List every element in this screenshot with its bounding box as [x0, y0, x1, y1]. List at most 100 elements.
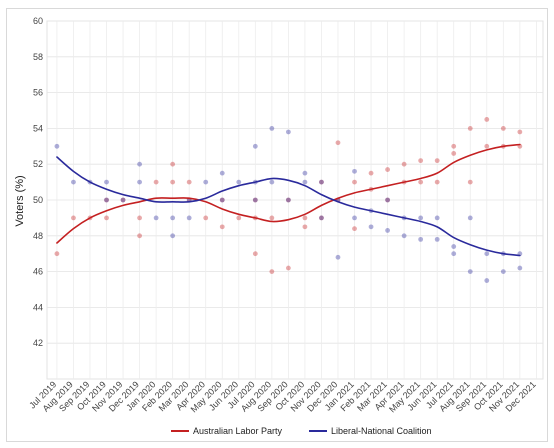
poll-point-liberal-national-coalition [170, 233, 176, 239]
poll-point-liberal-national-coalition [319, 215, 324, 221]
poll-point-australian-labor-party [368, 170, 374, 176]
poll-point-australian-labor-party [434, 158, 440, 164]
trend-line-liberal-national-coalition [56, 156, 521, 257]
poll-point-liberal-national-coalition [500, 269, 506, 274]
poll-point-liberal-national-coalition [418, 236, 424, 242]
poll-point-australian-labor-party [269, 215, 275, 221]
poll-point-liberal-national-coalition [434, 236, 440, 242]
y-tick-labels: 42 44 46 48 50 52 54 56 58 60 [33, 16, 43, 348]
chart-frame: 42 44 46 48 50 52 54 56 58 60 Jul 2019 Aug 2019 Sep… [6, 8, 548, 442]
poll-point-australian-labor-party [269, 269, 275, 274]
poll-point-liberal-national-coalition [302, 179, 308, 185]
poll-point-liberal-national-coalition [401, 233, 407, 239]
grid [46, 20, 544, 380]
poll-point-liberal-national-coalition [451, 244, 457, 249]
poll-point-australian-labor-party [484, 117, 490, 122]
y-tick-label: 48 [33, 231, 43, 241]
legend: Australian Labor Party Liberal-National … [171, 426, 432, 436]
poll-point-liberal-national-coalition [269, 179, 275, 185]
legend-label-labor: Australian Labor Party [193, 426, 283, 436]
y-tick-label: 52 [33, 159, 43, 169]
poll-point-australian-labor-party [352, 226, 357, 232]
poll-point-liberal-national-coalition [170, 215, 176, 221]
poll-point-liberal-national-coalition [219, 170, 225, 176]
trend-lines [56, 143, 521, 257]
poll-point-australian-labor-party [302, 224, 308, 230]
poll-point-liberal-national-coalition [203, 179, 209, 185]
y-axis-title: Voters (%) [14, 175, 26, 226]
poll-point-australian-labor-party [186, 179, 192, 185]
poll-point-australian-labor-party [451, 143, 457, 149]
poll-point-australian-labor-party [467, 179, 473, 185]
poll-point-australian-labor-party [500, 126, 506, 131]
poll-point-liberal-national-coalition [236, 179, 242, 185]
poll-point-liberal-national-coalition [467, 215, 473, 221]
poll-point-liberal-national-coalition [385, 197, 390, 203]
y-tick-label: 46 [33, 267, 43, 277]
y-tick-label: 44 [33, 302, 43, 312]
y-tick-label: 54 [33, 123, 43, 133]
poll-point-liberal-national-coalition [451, 251, 457, 257]
poll-point-liberal-national-coalition [484, 251, 490, 257]
poll-point-australian-labor-party [120, 197, 126, 203]
poll-point-liberal-national-coalition [302, 170, 308, 176]
poll-point-liberal-national-coalition [219, 197, 225, 203]
poll-point-liberal-national-coalition [252, 197, 258, 203]
poll-point-liberal-national-coalition [352, 168, 357, 174]
poll-point-australian-labor-party [385, 167, 390, 172]
poll-point-liberal-national-coalition [319, 179, 324, 185]
poll-point-australian-labor-party [170, 179, 176, 185]
poll-point-liberal-national-coalition [418, 215, 424, 221]
poll-point-australian-labor-party [302, 215, 308, 221]
poll-point-australian-labor-party [104, 197, 109, 203]
poll-point-liberal-national-coalition [137, 179, 142, 185]
poll-point-liberal-national-coalition [285, 197, 291, 203]
y-tick-label: 56 [33, 88, 43, 98]
poll-point-liberal-national-coalition [153, 215, 159, 221]
y-tick-label: 60 [33, 16, 43, 26]
poll-point-australian-labor-party [153, 179, 159, 185]
poll-point-australian-labor-party [252, 251, 258, 257]
poll-point-australian-labor-party [104, 215, 109, 221]
poll-point-liberal-national-coalition [517, 265, 523, 271]
legend-label-coalition: Liberal-National Coalition [331, 426, 432, 436]
y-tick-label: 58 [33, 52, 43, 62]
poll-point-liberal-national-coalition [352, 215, 357, 221]
poll-point-australian-labor-party [285, 265, 291, 271]
poll-point-liberal-national-coalition [335, 254, 341, 260]
poll-point-liberal-national-coalition [54, 143, 60, 149]
poll-point-liberal-national-coalition [104, 179, 109, 185]
poll-point-australian-labor-party [71, 215, 76, 221]
poll-point-liberal-national-coalition [71, 179, 76, 185]
poll-point-australian-labor-party [54, 251, 60, 257]
poll-point-australian-labor-party [484, 143, 490, 149]
poll-point-liberal-national-coalition [434, 215, 440, 221]
poll-point-australian-labor-party [203, 215, 209, 221]
poll-point-australian-labor-party [170, 161, 176, 167]
poll-point-australian-labor-party [401, 161, 407, 167]
poll-point-liberal-national-coalition [385, 228, 390, 233]
poll-point-liberal-national-coalition [368, 224, 374, 230]
poll-point-liberal-national-coalition [120, 197, 126, 203]
poll-point-australian-labor-party [319, 179, 324, 185]
poll-point-australian-labor-party [319, 215, 324, 221]
poll-point-liberal-national-coalition [269, 126, 275, 131]
poll-point-liberal-national-coalition [186, 215, 192, 221]
poll-point-liberal-national-coalition [104, 197, 109, 203]
trend-line-australian-labor-party [56, 143, 521, 244]
poll-point-australian-labor-party [385, 197, 390, 203]
y-tick-label: 50 [33, 195, 43, 205]
poll-point-australian-labor-party [467, 126, 473, 131]
y-tick-label: 42 [33, 338, 43, 348]
poll-point-australian-labor-party [252, 197, 258, 203]
poll-point-australian-labor-party [434, 179, 440, 185]
poll-point-liberal-national-coalition [467, 269, 473, 274]
poll-point-liberal-national-coalition [252, 143, 258, 149]
poll-point-australian-labor-party [335, 140, 341, 146]
poll-point-australian-labor-party [517, 129, 523, 135]
poll-point-australian-labor-party [137, 215, 142, 221]
poll-point-australian-labor-party [418, 179, 424, 185]
poll-point-liberal-national-coalition [285, 129, 291, 135]
